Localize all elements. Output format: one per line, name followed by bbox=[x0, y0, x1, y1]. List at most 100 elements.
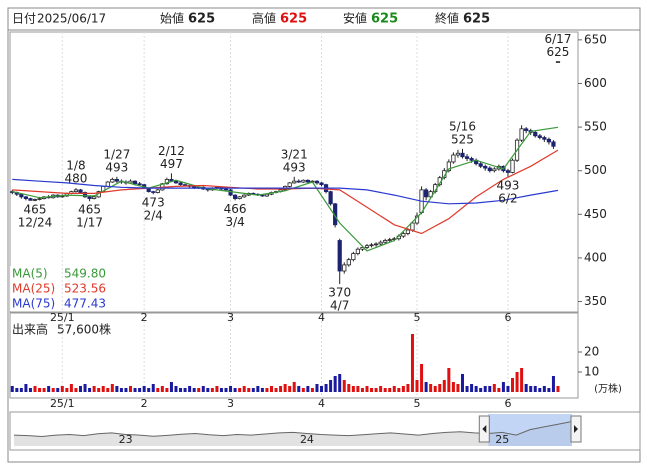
volume-bar bbox=[520, 368, 524, 392]
annotation-value: 465 bbox=[78, 203, 101, 217]
annotation-value: 466 bbox=[224, 202, 247, 216]
candle-body bbox=[178, 182, 183, 186]
volume-bar bbox=[283, 384, 287, 392]
annotation-date: 6/17 bbox=[545, 32, 572, 46]
frame bbox=[7, 7, 641, 463]
open-value: 625 bbox=[188, 12, 215, 27]
volume-bar bbox=[151, 384, 155, 392]
x-tick-label: 3 bbox=[227, 311, 234, 324]
volume-bar bbox=[179, 388, 183, 392]
annotation-value: 473 bbox=[142, 196, 165, 210]
volume-bar bbox=[420, 364, 424, 392]
volume-bar bbox=[556, 386, 560, 392]
candle-body bbox=[505, 170, 511, 173]
volume-bar bbox=[110, 384, 114, 392]
annotation-value: 493 bbox=[497, 178, 520, 192]
annotation-value: 493 bbox=[105, 160, 128, 174]
volume-bar bbox=[101, 386, 105, 392]
high-label: 高値 bbox=[252, 11, 276, 26]
legend-value: 477.43 bbox=[64, 297, 106, 311]
legend-label: MA(5) bbox=[12, 267, 48, 281]
navigator-panel bbox=[9, 411, 641, 451]
candle-body bbox=[264, 193, 270, 197]
volume-bar bbox=[269, 386, 273, 392]
candle-body bbox=[510, 159, 515, 173]
volume-bar bbox=[156, 388, 160, 392]
candle-body bbox=[401, 233, 406, 237]
volume-bar bbox=[310, 388, 314, 392]
volume-bar bbox=[201, 386, 205, 392]
volume-bar bbox=[511, 378, 515, 392]
candle-body bbox=[319, 182, 324, 186]
volume-bar bbox=[374, 388, 378, 392]
scroll-arrow bbox=[574, 425, 578, 433]
volume-bar bbox=[406, 384, 410, 392]
volume-bar bbox=[338, 374, 342, 392]
volume-bar bbox=[169, 382, 173, 392]
volume-bar bbox=[251, 388, 255, 392]
volume-bar bbox=[33, 386, 37, 392]
volume-bar bbox=[28, 388, 32, 392]
price-panel bbox=[9, 31, 579, 313]
volume-bar bbox=[542, 386, 546, 392]
candle-body bbox=[383, 240, 388, 243]
x-tick-label: 5 bbox=[414, 311, 421, 324]
annotation-value: 493 bbox=[283, 160, 306, 174]
annotation-date: 1/27 bbox=[103, 147, 130, 161]
x-tick-label: 4 bbox=[318, 311, 325, 324]
candle-body bbox=[28, 198, 33, 201]
volume-bar bbox=[88, 388, 92, 392]
candle-body bbox=[478, 163, 483, 167]
candle-body bbox=[151, 191, 156, 193]
volume-bar bbox=[165, 388, 169, 392]
volume-bar bbox=[388, 388, 392, 392]
volume-panel bbox=[9, 312, 579, 399]
volume-bar bbox=[10, 386, 14, 392]
volume-bar bbox=[24, 384, 28, 392]
candle-body bbox=[155, 189, 160, 193]
candle-body bbox=[346, 259, 351, 266]
candle-body bbox=[369, 244, 374, 247]
y-tick-label: 350 bbox=[584, 294, 607, 308]
candle-body bbox=[546, 138, 551, 143]
volume-bar bbox=[533, 386, 537, 392]
candle-body bbox=[460, 152, 465, 158]
volume-bar bbox=[360, 388, 364, 392]
candle-body bbox=[173, 180, 179, 184]
annotation-date: 3/21 bbox=[281, 147, 308, 161]
volume-bar bbox=[538, 388, 542, 392]
volume-bar bbox=[78, 386, 82, 392]
candle-body bbox=[73, 189, 79, 193]
volume-bar bbox=[392, 386, 396, 392]
volume-bar bbox=[447, 368, 451, 392]
close-value: 625 bbox=[463, 12, 490, 27]
volume-bar bbox=[210, 388, 214, 392]
volume-bar bbox=[465, 386, 469, 392]
volume-bar bbox=[19, 388, 23, 392]
volume-bar bbox=[410, 334, 414, 392]
volume-latest: 57,600株 bbox=[57, 322, 111, 337]
annotation-value: 465 bbox=[24, 203, 47, 217]
y-tick-label: 20 bbox=[584, 345, 599, 359]
volume-bar bbox=[188, 386, 192, 392]
candle-body bbox=[82, 192, 88, 198]
volume-bar bbox=[324, 384, 328, 392]
x-tick-label: 4 bbox=[318, 397, 325, 410]
volume-bar bbox=[60, 386, 64, 392]
annotation-value: 370 bbox=[328, 286, 351, 300]
candle-body bbox=[519, 128, 524, 141]
candle-body bbox=[551, 141, 556, 147]
volume-bar bbox=[229, 386, 233, 392]
ma-line bbox=[12, 126, 559, 252]
y-tick-label: 650 bbox=[584, 32, 607, 46]
candle-body bbox=[242, 194, 247, 198]
x-tick-label: 25/1 bbox=[50, 397, 75, 410]
candle-body bbox=[296, 180, 301, 183]
x-tick-label: 3 bbox=[227, 397, 234, 410]
candle-body bbox=[351, 253, 356, 261]
annotation-value: 625 bbox=[547, 45, 570, 59]
candle-body bbox=[410, 222, 415, 231]
volume-bar bbox=[38, 388, 42, 392]
candle-body bbox=[314, 180, 320, 184]
candle-body bbox=[537, 135, 542, 138]
